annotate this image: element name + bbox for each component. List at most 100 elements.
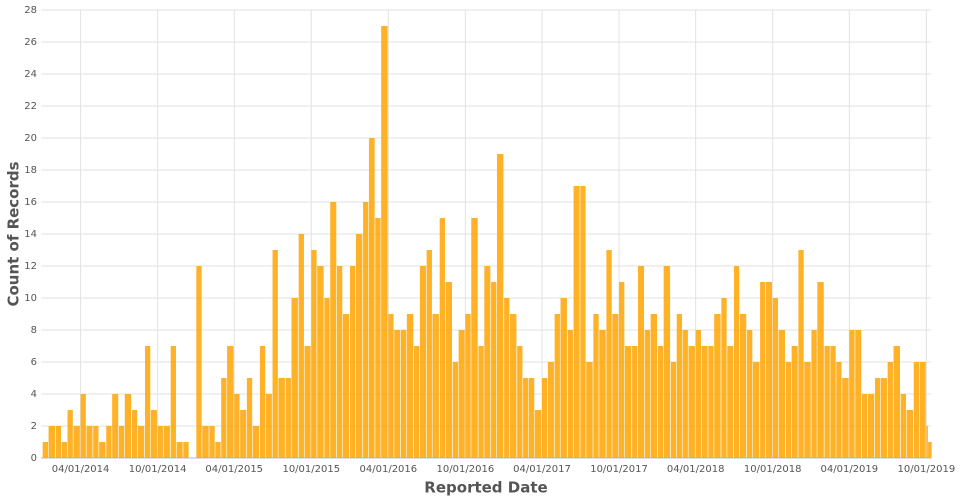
bar	[157, 426, 163, 458]
bar	[663, 266, 671, 458]
x-tick-label: 04/01/2015	[205, 464, 263, 475]
bar	[701, 346, 708, 458]
bar	[272, 250, 278, 458]
bar	[234, 394, 240, 458]
bar	[426, 250, 432, 458]
y-tick-label: 6	[31, 357, 37, 368]
x-tick-label: 10/01/2017	[590, 464, 648, 475]
bar	[849, 330, 855, 458]
bar	[708, 346, 714, 458]
bar	[246, 378, 253, 458]
y-tick-label: 16	[24, 197, 37, 208]
bar	[528, 378, 535, 458]
bar	[163, 426, 170, 458]
bar	[509, 314, 517, 458]
bar	[880, 378, 887, 458]
bar	[676, 314, 683, 458]
y-tick-label: 28	[24, 5, 37, 16]
bar	[252, 426, 260, 458]
bar	[573, 186, 580, 458]
y-tick-label: 20	[24, 133, 37, 144]
bar	[452, 362, 459, 458]
bar	[644, 330, 651, 458]
bar	[445, 282, 453, 458]
x-tick-label: 10/01/2015	[282, 464, 340, 475]
bar	[714, 314, 721, 458]
bar	[42, 442, 48, 458]
bar	[836, 362, 842, 458]
bar	[227, 346, 234, 458]
bar	[727, 346, 734, 458]
bar	[311, 250, 317, 458]
bar	[817, 282, 824, 458]
bar	[478, 346, 484, 458]
bar	[112, 394, 119, 458]
bar	[170, 346, 176, 458]
bar	[599, 330, 606, 458]
bar	[811, 330, 817, 458]
y-tick-label: 4	[31, 389, 37, 400]
bar	[624, 346, 632, 458]
bar	[215, 442, 221, 458]
bar	[682, 330, 688, 458]
bar	[465, 314, 471, 458]
bar	[285, 378, 291, 458]
bar	[765, 282, 773, 458]
bar	[330, 202, 337, 458]
bar	[906, 410, 914, 458]
y-tick-label: 26	[24, 37, 37, 48]
bar	[265, 394, 272, 458]
bar	[612, 314, 619, 458]
bar	[394, 330, 401, 458]
bar	[471, 218, 478, 458]
y-tick-label: 22	[24, 101, 37, 112]
y-tick-label: 8	[31, 325, 37, 336]
bar	[785, 362, 792, 458]
bar	[73, 426, 80, 458]
bar	[304, 346, 311, 458]
bar	[342, 314, 350, 458]
bar	[875, 378, 881, 458]
bar	[560, 298, 567, 458]
bar	[867, 394, 875, 458]
bar	[926, 426, 928, 458]
bar	[144, 346, 151, 458]
x-tick-label: 10/01/2019	[898, 464, 956, 475]
bar	[554, 314, 560, 458]
bar	[240, 410, 247, 458]
bar	[824, 346, 830, 458]
bar	[739, 314, 747, 458]
bar	[176, 442, 183, 458]
bar	[124, 394, 132, 458]
bar	[86, 426, 93, 458]
bar	[48, 426, 56, 458]
bar	[657, 346, 664, 458]
bar	[491, 282, 497, 458]
bar	[221, 378, 227, 458]
bar	[913, 362, 920, 458]
bar	[593, 314, 599, 458]
x-tick-label: 04/01/2017	[513, 464, 571, 475]
bar	[586, 362, 593, 458]
bar	[517, 346, 523, 458]
bar	[202, 426, 209, 458]
y-tick-label: 12	[24, 261, 37, 272]
bar	[93, 426, 99, 458]
bar	[887, 362, 893, 458]
bar	[747, 330, 753, 458]
bar	[928, 442, 932, 458]
bar	[842, 378, 849, 458]
bar	[388, 314, 394, 458]
bar	[80, 394, 86, 458]
bar	[619, 282, 625, 458]
y-axis-title: Count of Records	[5, 161, 23, 306]
y-tick-label: 2	[31, 421, 37, 432]
bar	[798, 250, 804, 458]
bar	[534, 410, 542, 458]
y-tick-label: 24	[24, 69, 37, 80]
bar	[688, 346, 695, 458]
bar	[804, 362, 811, 458]
x-axis-title: Reported Date	[424, 479, 547, 497]
bar	[368, 138, 375, 458]
